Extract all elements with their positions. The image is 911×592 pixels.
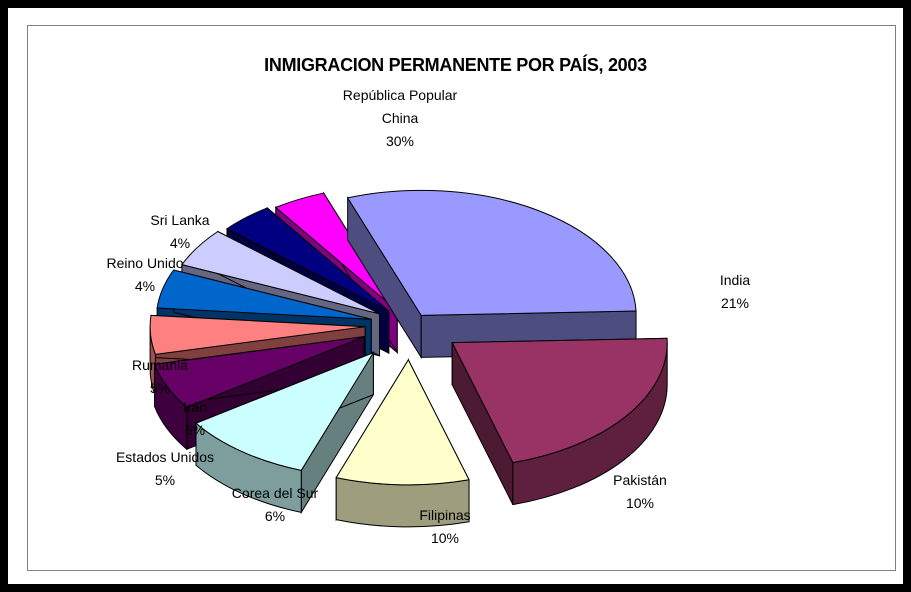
slice-top [335, 358, 470, 486]
slice-name-label: India [720, 272, 751, 288]
slice-top [274, 192, 398, 311]
slice-name-label: Irán [183, 399, 207, 415]
slice-top [153, 336, 365, 408]
slice-percent-label: 4% [135, 278, 155, 294]
slice-name-label: Sri Lanka [150, 212, 209, 228]
slice-1 [451, 337, 668, 506]
slice-percent-label: 5% [185, 422, 205, 438]
slice-percent-label: 5% [155, 472, 175, 488]
slice-top [181, 230, 380, 315]
slice-percent-label: 10% [431, 530, 459, 546]
slice-name-label: Filipinas [419, 507, 470, 523]
slice-top [156, 269, 372, 320]
slice-percent-label: 21% [721, 295, 749, 311]
slice-top [195, 351, 375, 471]
chart-title: INMIGRACION PERMANENTE POR PAÍS, 2003 [264, 55, 647, 75]
slice-percent-label: 10% [626, 495, 654, 511]
slice-percent-label: 5% [150, 380, 170, 396]
slice-top [149, 314, 366, 355]
slice-percent-label: 30% [386, 133, 414, 149]
slice-name-label: Estados Unidos [116, 449, 214, 465]
slice-name-label: China [382, 110, 419, 126]
slice-name-label: Reino Unido [106, 255, 183, 271]
slice-name-label: República Popular [343, 87, 458, 103]
slice-percent-label: 6% [265, 508, 285, 524]
slice-name-label: Rumania [132, 357, 188, 373]
slice-3 [195, 350, 375, 515]
slice-top [451, 337, 668, 464]
slice-name-label: Pakistán [613, 472, 667, 488]
slice-2 [335, 358, 470, 528]
slice-top [225, 207, 390, 312]
slice-top [346, 189, 637, 316]
slice-name-label: Corea del Sur [232, 485, 319, 501]
slice-percent-label: 4% [170, 235, 190, 251]
